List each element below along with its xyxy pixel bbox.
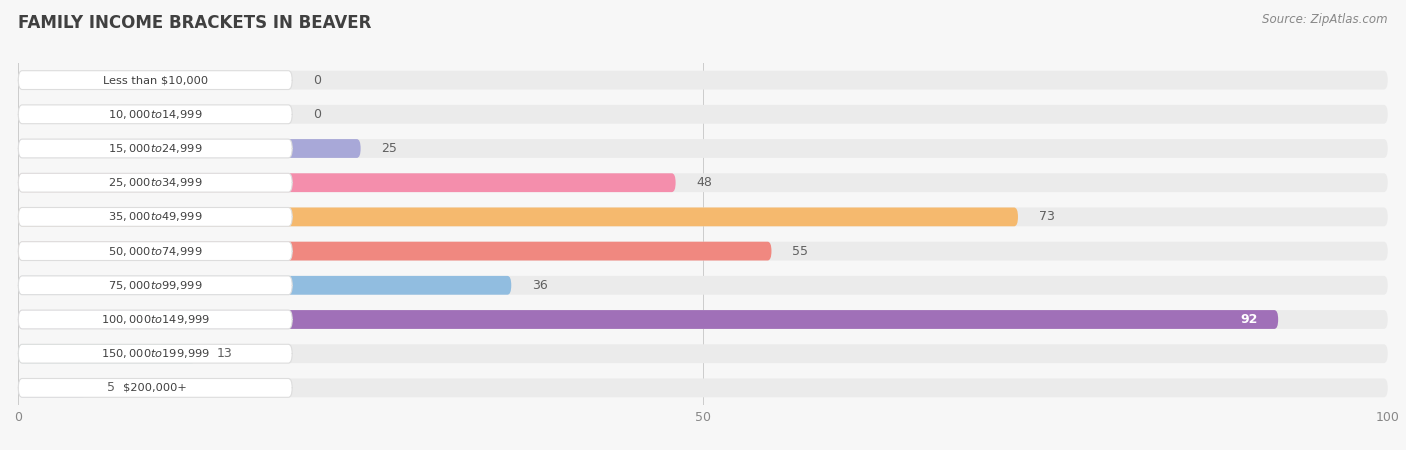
Text: $25,000 to $34,999: $25,000 to $34,999 <box>108 176 202 189</box>
Text: 0: 0 <box>312 108 321 121</box>
Text: $150,000 to $199,999: $150,000 to $199,999 <box>101 347 209 360</box>
FancyBboxPatch shape <box>18 242 1388 261</box>
FancyBboxPatch shape <box>18 344 292 363</box>
FancyBboxPatch shape <box>18 139 292 158</box>
FancyBboxPatch shape <box>18 173 292 192</box>
FancyBboxPatch shape <box>18 207 292 226</box>
Text: $10,000 to $14,999: $10,000 to $14,999 <box>108 108 202 121</box>
FancyBboxPatch shape <box>18 173 1388 192</box>
FancyBboxPatch shape <box>18 310 1388 329</box>
Text: 0: 0 <box>312 74 321 86</box>
FancyBboxPatch shape <box>18 139 360 158</box>
FancyBboxPatch shape <box>18 139 1388 158</box>
Text: Source: ZipAtlas.com: Source: ZipAtlas.com <box>1263 14 1388 27</box>
Text: 73: 73 <box>1039 211 1054 223</box>
FancyBboxPatch shape <box>18 207 1018 226</box>
Text: $75,000 to $99,999: $75,000 to $99,999 <box>108 279 202 292</box>
Text: $200,000+: $200,000+ <box>124 383 187 393</box>
FancyBboxPatch shape <box>18 173 676 192</box>
Text: $35,000 to $49,999: $35,000 to $49,999 <box>108 211 202 223</box>
Text: 36: 36 <box>531 279 547 292</box>
FancyBboxPatch shape <box>18 242 772 261</box>
FancyBboxPatch shape <box>18 71 292 90</box>
FancyBboxPatch shape <box>18 276 512 295</box>
FancyBboxPatch shape <box>18 242 292 261</box>
FancyBboxPatch shape <box>18 310 1278 329</box>
Text: FAMILY INCOME BRACKETS IN BEAVER: FAMILY INCOME BRACKETS IN BEAVER <box>18 14 371 32</box>
FancyBboxPatch shape <box>18 105 292 124</box>
Text: 48: 48 <box>696 176 711 189</box>
Text: 55: 55 <box>792 245 808 257</box>
FancyBboxPatch shape <box>18 276 1388 295</box>
FancyBboxPatch shape <box>18 378 87 397</box>
Text: 13: 13 <box>217 347 232 360</box>
Text: 92: 92 <box>1240 313 1257 326</box>
FancyBboxPatch shape <box>18 310 292 329</box>
Text: $100,000 to $149,999: $100,000 to $149,999 <box>101 313 209 326</box>
Text: Less than $10,000: Less than $10,000 <box>103 75 208 85</box>
FancyBboxPatch shape <box>18 344 197 363</box>
Text: 5: 5 <box>107 382 115 394</box>
FancyBboxPatch shape <box>18 344 1388 363</box>
FancyBboxPatch shape <box>18 207 1388 226</box>
FancyBboxPatch shape <box>18 71 1388 90</box>
FancyBboxPatch shape <box>18 105 1388 124</box>
Text: $15,000 to $24,999: $15,000 to $24,999 <box>108 142 202 155</box>
Text: 25: 25 <box>381 142 396 155</box>
FancyBboxPatch shape <box>18 378 292 397</box>
FancyBboxPatch shape <box>18 378 1388 397</box>
FancyBboxPatch shape <box>18 276 292 295</box>
Text: $50,000 to $74,999: $50,000 to $74,999 <box>108 245 202 257</box>
